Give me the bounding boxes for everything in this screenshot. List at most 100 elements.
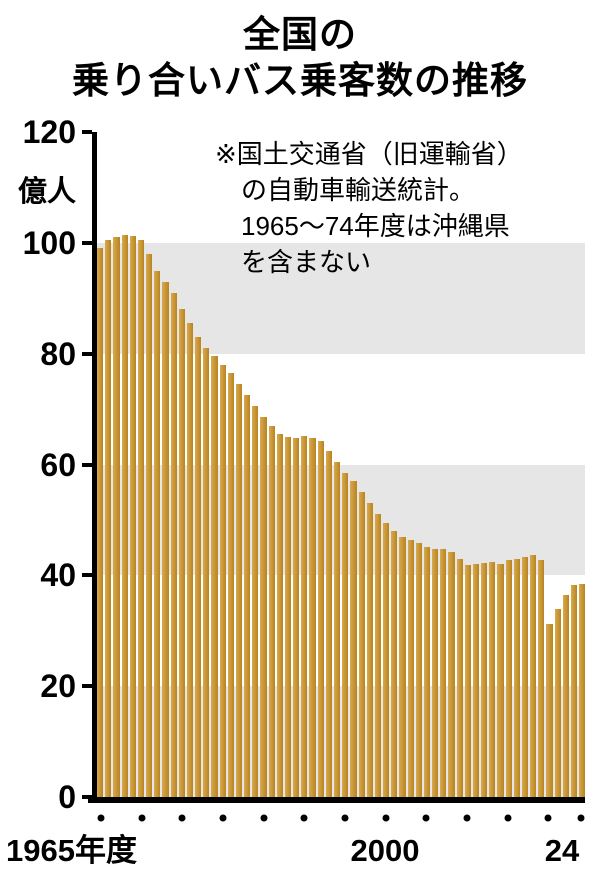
gray-band — [97, 686, 585, 797]
bar-1987 — [276, 434, 283, 797]
y-tick-mark — [82, 795, 92, 799]
x-axis-dot-2010 — [463, 814, 471, 822]
x-axis-dot-2000 — [382, 814, 390, 822]
x-axis-dot-2005 — [422, 814, 430, 822]
bar-2008 — [448, 552, 455, 797]
source-annotation: ※国土交通省（旧運輸省） の自動車輸送統計。 1965～74年度は沖縄県 を含ま… — [215, 136, 581, 280]
x-axis-line — [88, 797, 585, 803]
bar-1988 — [284, 436, 292, 797]
bar-2001 — [391, 531, 398, 797]
bar-2018 — [530, 555, 537, 797]
bar-2012 — [481, 563, 488, 797]
bar-2015 — [505, 560, 512, 797]
bar-1965 — [97, 248, 104, 797]
plot-area: ※国土交通省（旧運輸省） の自動車輸送統計。 1965～74年度は沖縄県 を含ま… — [97, 132, 586, 797]
y-axis-unit: 億人 — [17, 176, 76, 208]
bar-2022 — [562, 594, 569, 797]
bar-1989 — [293, 437, 300, 797]
y-tick-label-80: 80 — [40, 335, 76, 372]
y-tick-label-100: 100 — [22, 224, 76, 261]
bar-1996 — [350, 481, 357, 797]
bar-1985 — [260, 417, 267, 797]
chart-title: 全国の 乗り合いバス乗客数の推移 — [0, 12, 600, 104]
chart-title-line1: 全国の — [243, 14, 357, 55]
x-label-1965: 1965年度 — [6, 833, 137, 868]
bar-1990 — [301, 435, 308, 797]
x-axis-dot-1965 — [97, 814, 105, 822]
bar-1983 — [244, 395, 251, 797]
bar-1995 — [342, 472, 349, 797]
bar-1993 — [325, 450, 332, 797]
bar-2007 — [440, 548, 447, 797]
bar-2003 — [407, 540, 414, 797]
x-label-2024: 24 — [544, 833, 580, 868]
x-axis-dot-1975 — [178, 814, 186, 822]
y-tick-mark — [82, 462, 92, 467]
gray-band — [97, 242, 585, 354]
annotation-line-2: の自動車輸送統計。 — [241, 175, 476, 205]
bar-1984 — [252, 406, 259, 797]
y-tick-label-60: 60 — [40, 446, 76, 483]
bar-2011 — [472, 564, 480, 797]
y-tick-mark — [82, 351, 92, 356]
bar-1997 — [358, 492, 365, 797]
x-axis-dot-1985 — [260, 814, 268, 822]
bar-2021 — [554, 608, 561, 797]
bar-1978 — [203, 348, 210, 797]
bar-1979 — [211, 356, 218, 797]
x-label-2000: 2000 — [350, 833, 420, 868]
y-tick-mark — [82, 130, 92, 134]
bar-1969 — [129, 235, 136, 797]
bar-2009 — [456, 558, 463, 797]
bar-2006 — [432, 548, 439, 797]
y-tick-mark — [82, 573, 92, 578]
annotation-line-3: 1965～74年度は沖縄県 — [241, 211, 510, 241]
y-tick-mark — [82, 240, 92, 245]
bar-2024 — [579, 584, 586, 797]
bar-1992 — [317, 440, 324, 797]
y-tick-label-0: 0 — [58, 779, 76, 815]
bar-1976 — [186, 323, 194, 797]
annotation-line-4: を含まない — [241, 247, 372, 277]
bar-1986 — [268, 425, 275, 797]
x-axis-dot-1980 — [219, 814, 227, 822]
x-axis-dot-2015 — [504, 814, 512, 822]
y-axis: 億人 0 20 40 60 80 100 120 — [0, 116, 92, 813]
bar-2016 — [513, 558, 520, 797]
x-axis-dot-1990 — [300, 814, 308, 822]
bar-1998 — [366, 503, 373, 797]
bar-1968 — [121, 234, 128, 797]
y-tick-label-20: 20 — [40, 668, 76, 705]
bar-1994 — [333, 461, 341, 797]
bars — [97, 132, 586, 797]
x-axis-dot-1995 — [341, 814, 349, 822]
bar-2023 — [570, 585, 578, 797]
x-axis-dot-2020 — [544, 814, 552, 822]
bar-1967 — [113, 237, 120, 797]
bar-1966 — [105, 240, 112, 797]
bar-1980 — [219, 364, 226, 797]
bar-1981 — [227, 373, 234, 797]
bar-1975 — [178, 309, 185, 797]
bar-2014 — [497, 564, 504, 797]
bar-1973 — [162, 281, 169, 797]
bar-2019 — [538, 559, 545, 797]
y-tick-label-40: 40 — [40, 557, 76, 594]
bar-2002 — [399, 536, 406, 797]
x-dots — [97, 810, 585, 826]
chart-title-line2: 乗り合いバス乗客数の推移 — [72, 60, 528, 101]
bar-1971 — [146, 253, 153, 797]
bar-2013 — [489, 562, 496, 797]
x-axis-dot-2024 — [577, 814, 585, 822]
bar-2017 — [521, 556, 529, 797]
annotation-line-1: ※国土交通省（旧運輸省） — [215, 139, 523, 169]
x-axis-dot-1970 — [138, 814, 146, 822]
bar-2005 — [423, 546, 431, 797]
bar-1991 — [309, 437, 316, 797]
y-tick-mark — [82, 684, 92, 689]
gray-band — [97, 464, 585, 576]
bar-1974 — [170, 292, 177, 797]
y-axis-line — [92, 132, 97, 800]
bar-2020 — [546, 623, 553, 797]
